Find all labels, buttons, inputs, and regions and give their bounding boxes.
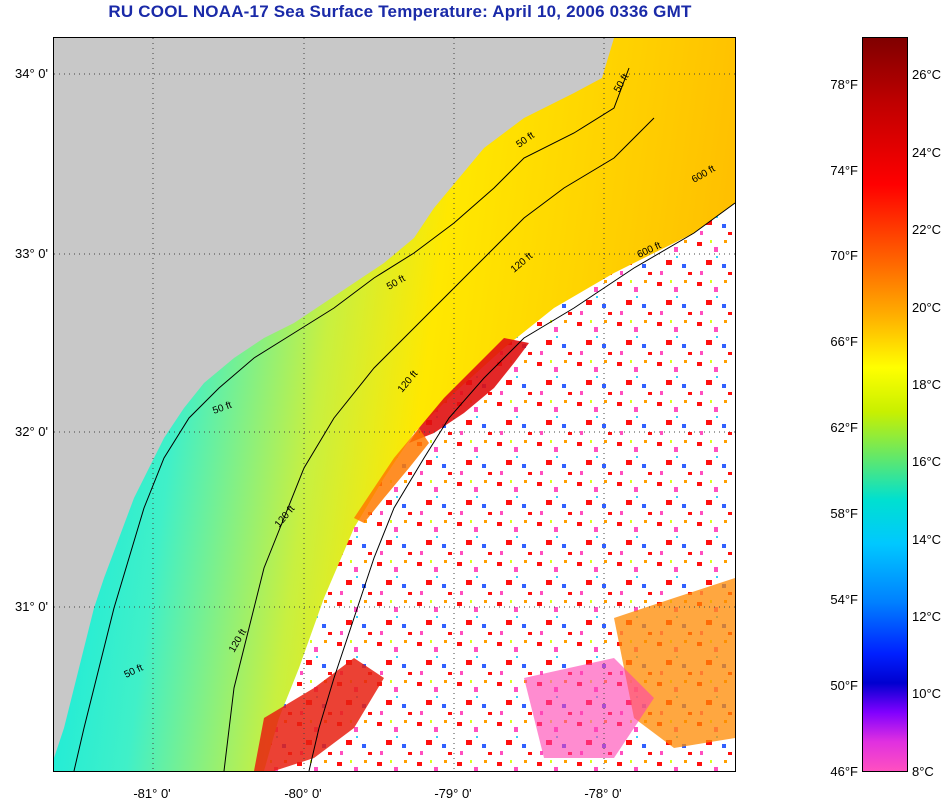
latitude-label: 32° 0'	[15, 424, 48, 439]
latitude-label: 34° 0'	[15, 66, 48, 81]
longitude-label: -80° 0'	[284, 786, 322, 801]
fahrenheit-label: 70°F	[830, 248, 858, 263]
map-title: RU COOL NOAA-17 Sea Surface Temperature:…	[108, 2, 692, 21]
cool-patch-southeast	[524, 658, 654, 758]
fahrenheit-label: 58°F	[830, 506, 858, 521]
longitude-label: -78° 0'	[584, 786, 622, 801]
celsius-label: 12°C	[912, 609, 942, 624]
celsius-label: 24°C	[912, 145, 942, 160]
celsius-label: 14°C	[912, 532, 942, 547]
longitude-label: -79° 0'	[434, 786, 472, 801]
gulf-stream-front	[409, 338, 529, 443]
fahrenheit-label: 50°F	[830, 678, 858, 693]
celsius-label: 26°C	[912, 67, 942, 82]
latitude-label: 33° 0'	[15, 246, 48, 261]
celsius-label: 16°C	[912, 454, 942, 469]
fahrenheit-label: 54°F	[830, 592, 858, 607]
longitude-label: -81° 0'	[133, 786, 171, 801]
fahrenheit-label: 78°F	[830, 77, 858, 92]
fahrenheit-label: 74°F	[830, 163, 858, 178]
sst-map-canvas: 50 ft 50 ft 50 ft 50 ft 50 ft 120 ft 120…	[54, 38, 735, 771]
latitude-label: 31° 0'	[15, 599, 48, 614]
warm-band	[354, 428, 429, 523]
fahrenheit-label: 46°F	[830, 764, 858, 779]
temperature-colorbar	[862, 37, 908, 772]
fahrenheit-label: 62°F	[830, 420, 858, 435]
celsius-label: 18°C	[912, 377, 942, 392]
celsius-label: 22°C	[912, 222, 942, 237]
warm-patch-south	[254, 658, 384, 771]
lat-lon-grid	[54, 38, 735, 771]
isobath-contours	[73, 67, 735, 771]
sst-map: 50 ft 50 ft 50 ft 50 ft 50 ft 120 ft 120…	[53, 37, 736, 772]
celsius-label: 8°C	[912, 764, 934, 779]
land-area	[54, 38, 614, 758]
fahrenheit-label: 66°F	[830, 334, 858, 349]
celsius-label: 20°C	[912, 300, 942, 315]
celsius-label: 10°C	[912, 686, 942, 701]
